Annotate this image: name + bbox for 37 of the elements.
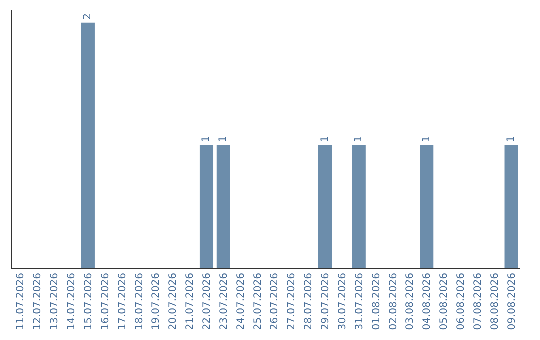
x-tick-label: 27.07.2026 xyxy=(286,273,298,330)
x-tick-label: 13.07.2026 xyxy=(50,273,61,330)
x-tick-label: 14.07.2026 xyxy=(66,273,78,330)
x-tick-label: 03.08.2026 xyxy=(405,273,416,330)
x-tick-label: 18.07.2026 xyxy=(134,273,146,330)
data-label: 1 xyxy=(201,136,212,142)
x-tick-label: 06.08.2026 xyxy=(456,273,467,330)
x-tick-label: 28.07.2026 xyxy=(304,273,315,330)
x-tick-label: 17.07.2026 xyxy=(117,273,128,330)
x-tick-label: 25.07.2026 xyxy=(252,273,264,330)
x-tick-label: 15.07.2026 xyxy=(83,273,94,330)
x-tick-label: 12.07.2026 xyxy=(32,273,44,330)
x-tick-label: 29.07.2026 xyxy=(320,273,332,330)
data-label: 2 xyxy=(82,14,94,20)
x-tick-label: 07.08.2026 xyxy=(472,273,484,330)
x-tick-label: 08.08.2026 xyxy=(490,273,501,330)
data-label: 1 xyxy=(506,136,518,142)
x-tick-label: 09.08.2026 xyxy=(506,273,518,330)
data-label: 1 xyxy=(218,136,230,142)
x-tick-label: 20.07.2026 xyxy=(168,273,180,330)
x-tick-label: 23.07.2026 xyxy=(218,273,230,330)
x-tick-label: 26.07.2026 xyxy=(270,273,281,330)
x-tick-label: 11.07.2026 xyxy=(16,273,27,330)
x-tick-label: 02.08.2026 xyxy=(388,273,400,330)
x-tick-label: 04.08.2026 xyxy=(422,273,434,330)
x-tick-label: 22.07.2026 xyxy=(202,273,213,330)
x-tick-label: 05.08.2026 xyxy=(439,273,450,330)
x-tick-label: 01.08.2026 xyxy=(371,273,382,330)
x-tick-label: 31.07.2026 xyxy=(354,273,366,330)
data-label: 1 xyxy=(320,136,331,142)
data-label: 1 xyxy=(421,136,432,142)
x-tick-label: 19.07.2026 xyxy=(151,273,162,330)
x-tick-label: 24.07.2026 xyxy=(236,273,247,330)
x-tick-label: 16.07.2026 xyxy=(100,273,112,330)
x-tick-label: 30.07.2026 xyxy=(337,273,348,330)
x-tick-label: 21.07.2026 xyxy=(185,273,196,330)
data-label: 1 xyxy=(354,136,365,142)
